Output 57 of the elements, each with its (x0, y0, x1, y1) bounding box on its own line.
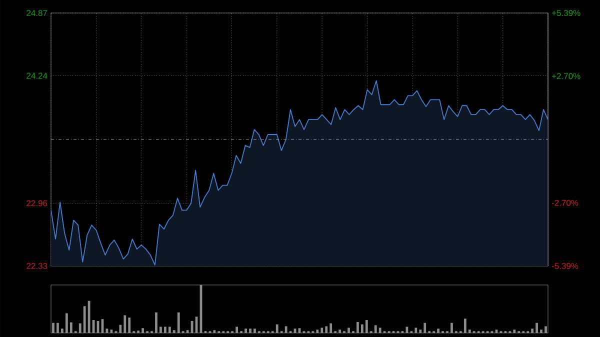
bar (348, 328, 350, 333)
bar (374, 325, 377, 333)
bar (177, 312, 180, 333)
bar (88, 300, 90, 333)
bar (52, 322, 54, 333)
bar (330, 323, 332, 333)
bar (160, 326, 162, 333)
bar (468, 330, 471, 333)
y2-tick-label: -5.39% (552, 262, 578, 269)
bar (236, 326, 238, 333)
bar (378, 328, 382, 333)
bar (155, 312, 158, 333)
bar (360, 324, 364, 333)
bar (164, 326, 166, 333)
bar (172, 330, 176, 333)
bar (83, 306, 86, 333)
bar (320, 328, 324, 333)
bar (464, 318, 466, 333)
bar (284, 326, 288, 333)
bar (128, 318, 131, 333)
y-tick-label: 22.33 (26, 262, 48, 269)
bar (419, 330, 422, 333)
bar (244, 328, 247, 333)
bar (540, 330, 542, 333)
bar (276, 324, 278, 333)
bar (249, 328, 252, 333)
y-tick-label: 24.24 (26, 72, 48, 79)
bar (424, 322, 426, 333)
bar (254, 328, 256, 333)
bar (414, 328, 418, 333)
bar (119, 324, 122, 333)
bar (437, 328, 440, 333)
bar (124, 315, 126, 333)
bar (356, 322, 359, 333)
bar (531, 328, 534, 333)
y-tick-label: 24.87 (26, 10, 48, 16)
y2-tick-label: +5.39% (552, 10, 580, 16)
bar (450, 322, 453, 333)
bar (325, 326, 328, 333)
bar (142, 328, 144, 333)
y2-tick-label: +2.70% (552, 73, 580, 80)
bar (56, 322, 59, 333)
bar (338, 330, 341, 333)
y-tick-label: 22.96 (26, 200, 48, 206)
bar (513, 330, 516, 333)
y2-tick-label: -2.70% (552, 200, 578, 206)
bar (78, 323, 82, 333)
bar (536, 322, 538, 333)
bar (316, 330, 319, 333)
bar (213, 330, 216, 333)
bar (365, 320, 368, 333)
bar (70, 322, 72, 333)
bar (186, 330, 189, 333)
bar (65, 313, 68, 333)
bar (168, 326, 171, 333)
bar (544, 326, 547, 333)
bar (61, 328, 64, 333)
